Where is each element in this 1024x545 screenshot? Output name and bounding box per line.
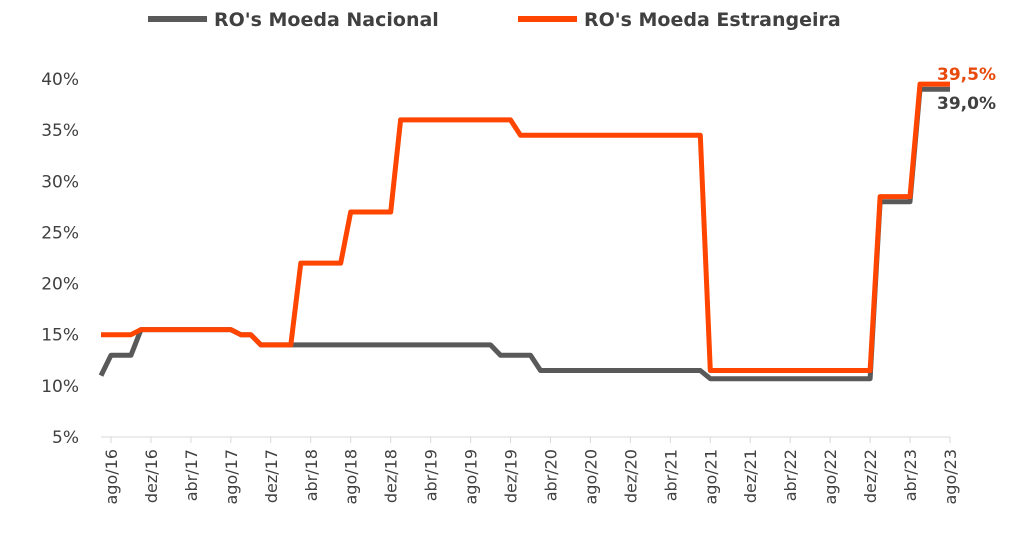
x-tick-label: dez/18 <box>382 449 401 503</box>
y-tick-label: 15% <box>41 326 79 346</box>
x-tick-label: abr/22 <box>781 449 800 501</box>
end-labels: 39,5% 39,0% <box>937 65 996 114</box>
x-tick-label: dez/21 <box>741 449 760 503</box>
x-tick-label: ago/18 <box>342 449 361 505</box>
series-line-estrangeira <box>101 81 950 373</box>
x-tick-label: ago/19 <box>462 449 481 505</box>
x-tick-label: ago/21 <box>701 449 720 505</box>
series-line-nacional <box>98 86 950 382</box>
x-tick-label: abr/17 <box>182 449 201 501</box>
x-tick-label: dez/22 <box>861 449 880 503</box>
x-tick-label: dez/17 <box>262 449 281 503</box>
y-tick-label: 10% <box>41 377 79 397</box>
x-tick-label: ago/22 <box>821 449 840 505</box>
y-tick-label: 30% <box>41 172 79 192</box>
x-tick-label: abr/23 <box>901 449 920 501</box>
x-tick-label: ago/20 <box>581 449 600 505</box>
y-tick-label: 25% <box>41 223 79 243</box>
legend-label-estrangeira: RO's Moeda Estrangeira <box>584 9 841 31</box>
legend: RO's Moeda Nacional RO's Moeda Estrangei… <box>148 9 841 31</box>
x-tick-label: dez/20 <box>621 449 640 503</box>
x-tick-label: ago/16 <box>102 449 121 505</box>
end-label-nacional: 39,0% <box>937 94 996 114</box>
y-tick-label: 35% <box>41 121 79 141</box>
y-tick-label: 40% <box>41 70 79 90</box>
x-tick-label: dez/19 <box>502 449 521 503</box>
x-tick-label: dez/16 <box>142 449 161 503</box>
x-tick-label: abr/20 <box>541 449 560 501</box>
end-label-estrangeira: 39,5% <box>937 65 996 85</box>
x-axis: ago/16 dez/16 abr/17 ago/17 dez/17 abr/18 ago/… <box>101 436 960 505</box>
y-tick-label: 20% <box>41 275 79 295</box>
legend-label-nacional: RO's Moeda Nacional <box>214 9 439 31</box>
y-tick-label: 5% <box>52 428 79 448</box>
x-tick-label: abr/19 <box>422 449 441 501</box>
y-axis: 5% 10% 15% 20% 25% 30% 35% 40% <box>41 70 79 448</box>
x-tick-label: ago/17 <box>222 449 241 505</box>
x-tick-label: abr/21 <box>661 449 680 501</box>
x-tick-label: ago/23 <box>941 449 960 505</box>
x-tick-label: abr/18 <box>302 449 321 501</box>
legend-item-estrangeira[interactable]: RO's Moeda Estrangeira <box>518 9 841 31</box>
legend-item-nacional[interactable]: RO's Moeda Nacional <box>148 9 439 31</box>
plot-area <box>98 81 950 382</box>
